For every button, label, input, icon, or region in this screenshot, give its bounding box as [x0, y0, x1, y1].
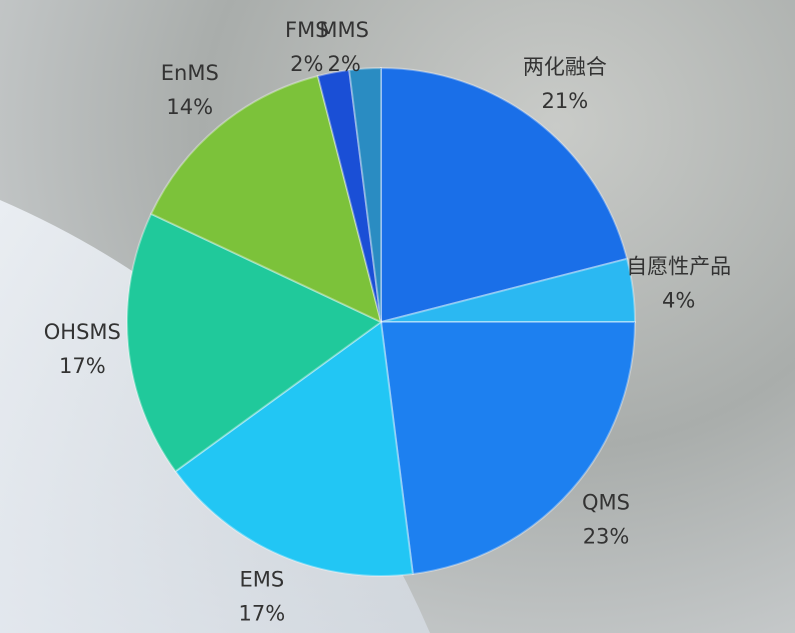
slice-value-label: 4%	[662, 288, 695, 312]
slice-label: EMS	[239, 567, 284, 591]
slice-label: OHSMS	[44, 320, 121, 344]
slice-label: 两化融合	[523, 55, 607, 79]
slice-label: 自愿性产品	[626, 254, 731, 278]
chart: 两化融合 21% 自愿性产品 4% QMS 23% EMS 17% OHSMS 17% EnMS 14…	[0, 0, 795, 633]
slice-label: QMS	[582, 490, 630, 514]
slice-label: EnMS	[161, 61, 219, 85]
slice-value-label: 14%	[166, 95, 213, 119]
slice-value-label: 23%	[583, 524, 630, 548]
slice-label: MMS	[319, 18, 369, 42]
slice-value-label: 21%	[542, 89, 589, 113]
slice-value-label: 2%	[290, 52, 323, 76]
slice-value-label: 2%	[327, 52, 360, 76]
slice-value-label: 17%	[59, 354, 106, 378]
slide: 两化融合 21% 自愿性产品 4% QMS 23% EMS 17% OHSMS 17% EnMS 14…	[0, 0, 795, 633]
pie	[127, 68, 635, 576]
slice-value-label: 17%	[239, 601, 286, 625]
